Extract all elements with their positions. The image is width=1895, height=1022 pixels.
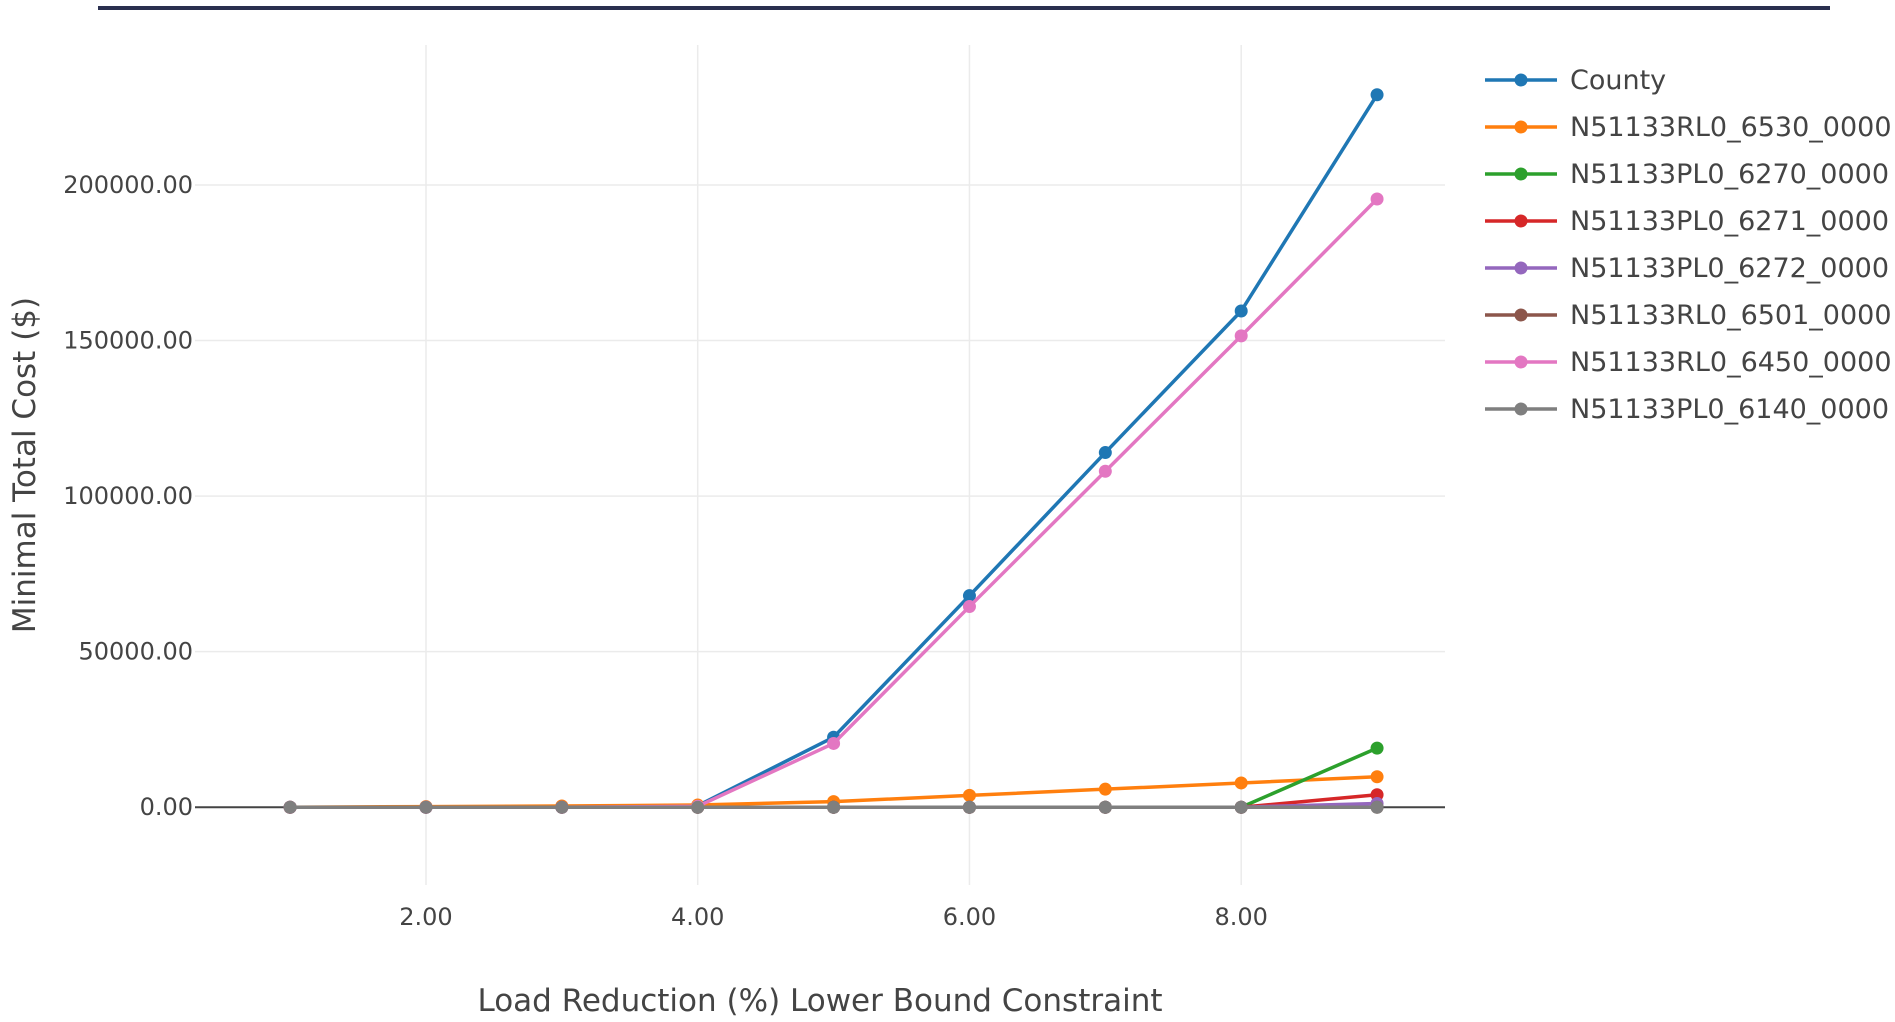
legend-swatch-marker	[1514, 355, 1528, 369]
y-tick-label: 50000.00	[78, 638, 193, 666]
y-axis-ticks: 0.00 50000.00 100000.00 150000.00 200000.00	[63, 171, 193, 821]
data-point[interactable]	[283, 800, 297, 814]
legend-swatch-marker	[1514, 402, 1528, 416]
y-tick-label: 200000.00	[63, 171, 193, 199]
series-line	[290, 93, 1379, 809]
data-point[interactable]	[962, 600, 976, 614]
legend: County N51133RL0_6530_0000 N51133PL0_6270_…	[1485, 65, 1892, 425]
legend-label: N51133PL0_6140_0000	[1570, 394, 1889, 425]
legend-swatch-marker	[1514, 120, 1528, 134]
legend-item[interactable]: N51133RL0_6450_0000	[1485, 347, 1892, 378]
data-point[interactable]	[1370, 800, 1384, 814]
data-point[interactable]	[962, 800, 976, 814]
y-tick-label: 100000.00	[63, 482, 193, 510]
series-1	[283, 88, 1384, 814]
data-point[interactable]	[1370, 88, 1384, 102]
y-axis-title: Minimal Total Cost ($)	[7, 297, 43, 633]
data-point[interactable]	[1098, 464, 1112, 478]
legend-item[interactable]: N51133PL0_6270_0000	[1485, 159, 1889, 190]
data-point[interactable]	[827, 736, 841, 750]
legend-label: N51133PL0_6271_0000	[1570, 206, 1889, 237]
data-point[interactable]	[1370, 770, 1384, 784]
grid	[195, 45, 1445, 885]
legend-label: County	[1570, 65, 1666, 96]
data-point[interactable]	[1234, 776, 1248, 790]
legend-label: N51133RL0_6530_0000	[1570, 112, 1892, 143]
legend-swatch-marker	[1514, 73, 1528, 87]
x-axis-ticks: 2.00 4.00 6.00 8.00	[399, 903, 1268, 931]
legend-label: N51133PL0_6270_0000	[1570, 159, 1889, 190]
legend-label: N51133PL0_6272_0000	[1570, 253, 1889, 284]
data-point[interactable]	[555, 800, 569, 814]
legend-swatch-marker	[1514, 167, 1528, 181]
series-7	[283, 192, 1384, 814]
data-point[interactable]	[1234, 800, 1248, 814]
legend-swatch-marker	[1514, 261, 1528, 275]
legend-swatch-marker	[1514, 308, 1528, 322]
x-tick-label: 4.00	[671, 903, 724, 931]
series-group	[283, 88, 1384, 814]
series-8	[283, 800, 1384, 814]
legend-label: N51133RL0_6450_0000	[1570, 347, 1892, 378]
data-point[interactable]	[1234, 304, 1248, 318]
data-point[interactable]	[962, 589, 976, 603]
data-point[interactable]	[1098, 800, 1112, 814]
data-point[interactable]	[962, 788, 976, 802]
data-point[interactable]	[1098, 446, 1112, 460]
legend-swatch-marker	[1514, 214, 1528, 228]
x-tick-label: 6.00	[943, 903, 996, 931]
data-point[interactable]	[419, 800, 433, 814]
data-point[interactable]	[691, 800, 705, 814]
legend-label: N51133RL0_6501_0000	[1570, 300, 1892, 331]
series-line	[290, 197, 1379, 809]
data-point[interactable]	[1370, 741, 1384, 755]
x-tick-label: 8.00	[1214, 903, 1267, 931]
x-tick-label: 2.00	[399, 903, 452, 931]
legend-item[interactable]: N51133RL0_6530_0000	[1485, 112, 1892, 143]
legend-item[interactable]: N51133PL0_6140_0000	[1485, 394, 1889, 425]
data-point[interactable]	[1234, 329, 1248, 343]
legend-item[interactable]: N51133RL0_6501_0000	[1485, 300, 1892, 331]
legend-item[interactable]: County	[1485, 65, 1666, 96]
data-point[interactable]	[1098, 782, 1112, 796]
y-tick-label: 0.00	[140, 793, 193, 821]
data-point[interactable]	[827, 800, 841, 814]
x-axis-title: Load Reduction (%) Lower Bound Constrain…	[477, 983, 1162, 1019]
y-tick-label: 150000.00	[63, 327, 193, 355]
legend-item[interactable]: N51133PL0_6271_0000	[1485, 206, 1889, 237]
legend-item[interactable]: N51133PL0_6272_0000	[1485, 253, 1889, 284]
data-point[interactable]	[1370, 192, 1384, 206]
